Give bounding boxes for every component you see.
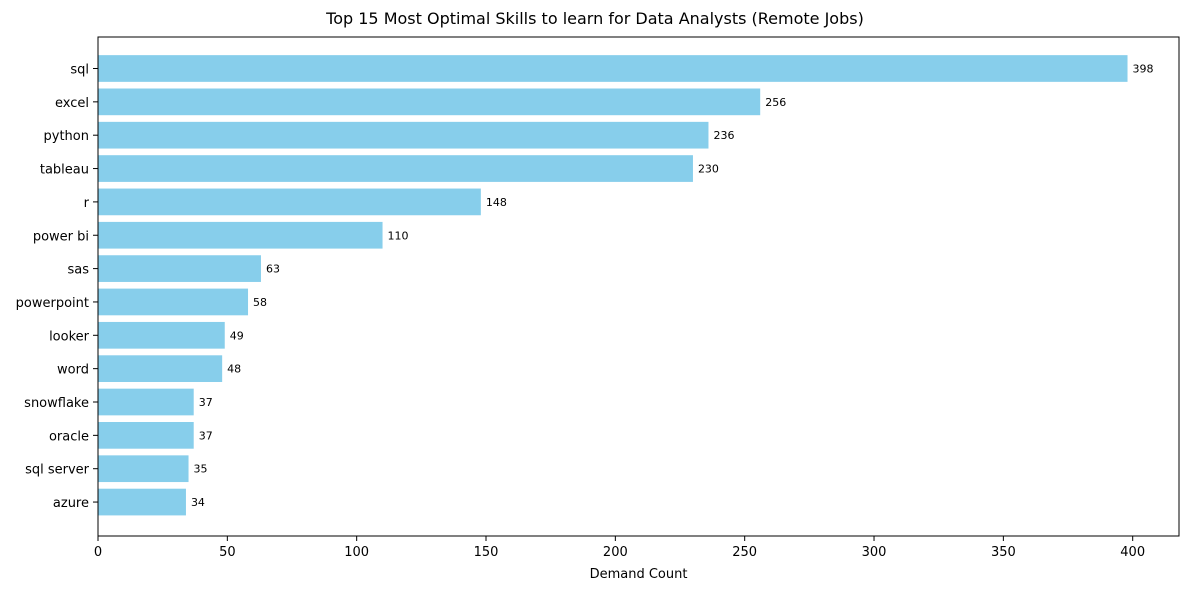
x-tick-label: 300 bbox=[862, 545, 887, 560]
bar bbox=[98, 355, 223, 382]
axes-frame bbox=[97, 36, 1180, 537]
bar-value-label: 37 bbox=[199, 429, 213, 442]
bar bbox=[98, 455, 189, 483]
bar bbox=[98, 321, 225, 349]
bar bbox=[98, 221, 383, 249]
bar bbox=[98, 88, 761, 116]
bar bbox=[98, 55, 1128, 82]
bar bbox=[98, 288, 249, 316]
bar bbox=[98, 255, 261, 282]
x-tick-label: 200 bbox=[603, 545, 628, 560]
y-tick-label: oracle bbox=[49, 429, 89, 444]
y-tick-label: snowflake bbox=[24, 396, 89, 411]
y-tick-label: python bbox=[44, 129, 89, 144]
y-tick-label: powerpoint bbox=[16, 296, 89, 311]
x-tick-label: 400 bbox=[1120, 545, 1145, 560]
y-tick-label: sas bbox=[67, 263, 89, 278]
x-tick-label: 50 bbox=[219, 545, 236, 560]
bar bbox=[98, 488, 186, 516]
y-tick-label: azure bbox=[53, 496, 89, 511]
y-tick-label: tableau bbox=[40, 163, 89, 178]
axes-layer: sql excel python tableau r power bi sas powerpo… bbox=[16, 36, 1180, 560]
bar-value-label: 236 bbox=[713, 129, 734, 142]
bar-value-label: 34 bbox=[191, 496, 205, 509]
bar-value-label: 63 bbox=[266, 263, 280, 276]
x-tick-label: 100 bbox=[344, 545, 369, 560]
bar-value-label: 35 bbox=[194, 463, 208, 476]
bar-value-label: 58 bbox=[253, 296, 267, 309]
y-tick-label: excel bbox=[55, 96, 89, 111]
bars-layer: 398 256 236 230 148 110 63 58 49 48 37 37 35 34 bbox=[98, 55, 1154, 516]
x-tick-label: 0 bbox=[94, 545, 102, 560]
y-tick-label: sql bbox=[70, 63, 89, 78]
bar-value-label: 398 bbox=[1133, 63, 1154, 76]
bar-value-label: 48 bbox=[227, 363, 241, 376]
x-tick-label: 350 bbox=[991, 545, 1016, 560]
x-tick-label: 150 bbox=[474, 545, 499, 560]
bar bbox=[98, 155, 693, 182]
y-tick-label: power bi bbox=[33, 229, 89, 244]
y-tick-label: word bbox=[57, 363, 89, 378]
x-axis-title: Demand Count bbox=[590, 567, 688, 582]
y-tick-label: looker bbox=[49, 329, 90, 344]
bar-value-label: 110 bbox=[388, 229, 409, 242]
y-tick-label: sql server bbox=[25, 463, 90, 478]
bar-value-label: 230 bbox=[698, 163, 719, 176]
y-tick-label: r bbox=[84, 196, 90, 211]
bar-value-label: 148 bbox=[486, 196, 507, 209]
bar bbox=[98, 388, 194, 416]
bar bbox=[98, 121, 709, 149]
bar bbox=[98, 422, 194, 449]
bar-value-label: 49 bbox=[230, 329, 244, 342]
bar-value-label: 37 bbox=[199, 396, 213, 409]
bar bbox=[98, 188, 481, 216]
chart-title: Top 15 Most Optimal Skills to learn for … bbox=[325, 9, 864, 28]
bar-value-label: 256 bbox=[765, 96, 786, 109]
x-tick-label: 250 bbox=[732, 545, 757, 560]
